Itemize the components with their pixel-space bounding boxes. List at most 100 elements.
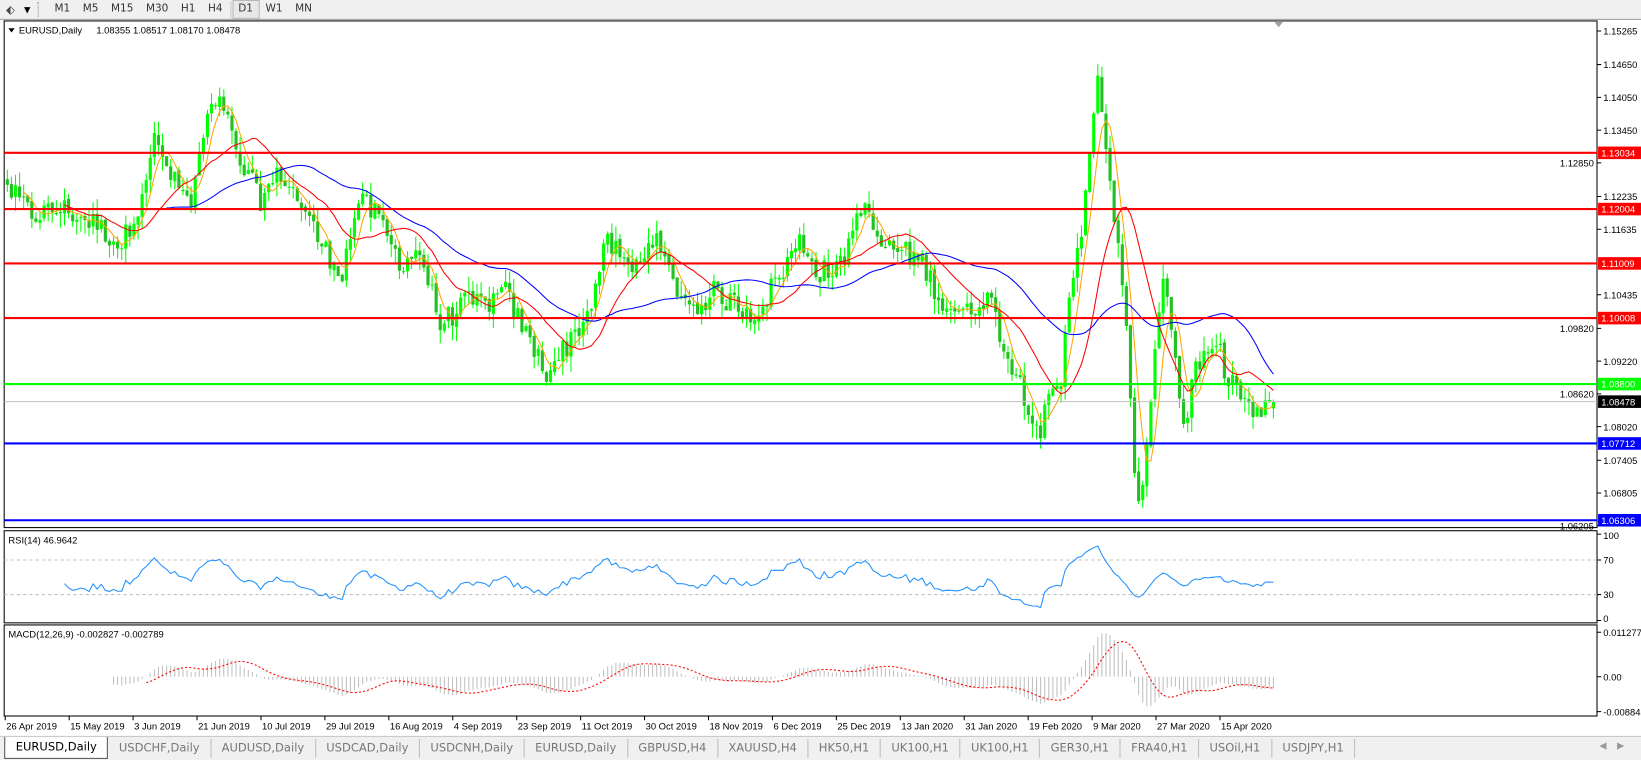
chart-tab[interactable]: USDCNH,Daily bbox=[420, 739, 525, 758]
chart-tab[interactable]: EURUSD,Daily bbox=[525, 739, 628, 758]
rsi-pane[interactable] bbox=[3, 530, 1598, 624]
candle-body bbox=[1267, 400, 1271, 402]
candle-body bbox=[111, 241, 116, 245]
chart-tab[interactable]: GBPUSD,H4 bbox=[628, 739, 718, 758]
chart-tab[interactable]: USDCHF,Daily bbox=[108, 739, 212, 758]
chart-tab[interactable]: XAUUSD,H4 bbox=[718, 739, 809, 758]
toolbar-separator bbox=[229, 1, 231, 18]
ma-slow-line bbox=[166, 164, 1274, 375]
chart-tab[interactable]: GER30,H1 bbox=[1040, 739, 1121, 758]
candle-body bbox=[879, 235, 883, 247]
candle-body bbox=[418, 250, 422, 256]
price-tick-label: 1.12850 bbox=[1560, 158, 1594, 169]
candle-body bbox=[691, 304, 696, 306]
price-tick-label: 1.06805 bbox=[1603, 488, 1637, 499]
candle-body bbox=[830, 275, 834, 277]
timeframe-m15-button[interactable]: M15 bbox=[111, 3, 134, 15]
date-tick-label: 11 Oct 2019 bbox=[582, 721, 633, 732]
candle-body bbox=[867, 203, 871, 212]
macd-pane[interactable] bbox=[3, 624, 1598, 717]
candle-body bbox=[859, 213, 863, 216]
candle-body bbox=[606, 233, 610, 245]
level-price-badge bbox=[1598, 202, 1641, 216]
chevron-down-icon[interactable]: ▼ bbox=[24, 4, 31, 15]
candle-body bbox=[1047, 393, 1051, 405]
candle-body bbox=[822, 260, 826, 282]
level-price-badge bbox=[1598, 513, 1641, 527]
candle-body bbox=[630, 261, 634, 273]
candle-body bbox=[557, 360, 561, 362]
candle-body bbox=[422, 254, 426, 268]
candle-body bbox=[193, 177, 197, 208]
timeframe-m1-button[interactable]: M1 bbox=[54, 3, 71, 15]
price-tick-label: 1.08620 bbox=[1560, 389, 1594, 400]
chart-tab[interactable]: UK100,H1 bbox=[881, 739, 961, 758]
candle-body bbox=[132, 223, 136, 237]
candle-body bbox=[62, 200, 67, 214]
chart-shift-marker-icon[interactable] bbox=[1274, 21, 1283, 28]
ma-fast-line bbox=[23, 105, 1274, 462]
candle-body bbox=[924, 254, 928, 281]
date-tick-label: 27 Mar 2020 bbox=[1157, 721, 1210, 732]
timeframe-h4-button[interactable]: H4 bbox=[207, 3, 223, 15]
candle-body bbox=[916, 253, 920, 261]
candle-body bbox=[1222, 342, 1226, 379]
candle-body bbox=[798, 234, 802, 251]
candle-body bbox=[38, 219, 42, 223]
candle-body bbox=[634, 259, 638, 273]
candle-body bbox=[789, 251, 794, 259]
candle-body bbox=[348, 239, 352, 250]
candle-body bbox=[773, 277, 777, 279]
price-tick-label: 1.13450 bbox=[1603, 125, 1637, 136]
timeframe-w1-button[interactable]: W1 bbox=[265, 3, 283, 15]
candle-body bbox=[116, 241, 120, 249]
candle-body bbox=[209, 103, 214, 114]
candle-body bbox=[969, 302, 973, 315]
candle-body bbox=[361, 193, 365, 205]
timeframe-d1-button[interactable]: D1 bbox=[231, 0, 260, 19]
candle-body bbox=[532, 335, 536, 357]
date-tick-label: 29 Jul 2019 bbox=[326, 721, 375, 732]
chart-tab[interactable]: AUDUSD,Daily bbox=[211, 739, 316, 758]
candle-body bbox=[446, 306, 450, 322]
price-tick-label: 1.14050 bbox=[1603, 92, 1637, 103]
timeframe-m5-button[interactable]: M5 bbox=[82, 3, 99, 15]
candle-body bbox=[695, 302, 700, 315]
candle-body bbox=[794, 248, 798, 253]
chart-canvas[interactable]: EURUSD,Daily 1.08355 1.08517 1.08170 1.08… bbox=[0, 0, 1641, 736]
candle-body bbox=[410, 256, 414, 259]
chart-tab[interactable]: FRA40,H1 bbox=[1121, 739, 1199, 758]
candle-body bbox=[340, 274, 344, 282]
chart-tab[interactable]: EURUSD,Daily bbox=[4, 736, 109, 759]
candle-body bbox=[344, 248, 348, 281]
macd-tick-label: -0.008845 bbox=[1603, 706, 1641, 717]
timeframe-mn-button[interactable]: MN bbox=[295, 3, 312, 15]
collapse-triangle-icon[interactable] bbox=[8, 28, 15, 33]
candle-body bbox=[1259, 407, 1263, 417]
candle-body bbox=[1002, 343, 1006, 352]
candle-body bbox=[365, 194, 369, 196]
candle-body bbox=[1018, 375, 1022, 378]
tab-scroll-arrows-icon[interactable]: ◀▶ bbox=[1599, 741, 1635, 752]
chart-tab[interactable]: USOil,H1 bbox=[1199, 739, 1272, 758]
candle-body bbox=[1010, 359, 1014, 375]
toolbar-grip[interactable] bbox=[37, 2, 42, 17]
candle-body bbox=[250, 169, 254, 173]
chart-tab[interactable]: USDCAD,Daily bbox=[316, 739, 420, 758]
line-tools-icon[interactable]: ⬖ bbox=[6, 2, 15, 17]
candle-body bbox=[201, 137, 205, 155]
candle-body bbox=[904, 242, 908, 248]
date-tick-label: 19 Feb 2020 bbox=[1029, 721, 1082, 732]
timeframe-h1-button[interactable]: H1 bbox=[180, 3, 196, 15]
price-tick-label: 1.15265 bbox=[1603, 26, 1637, 37]
chart-tab[interactable]: HK50,H1 bbox=[808, 739, 881, 758]
candle-body bbox=[892, 240, 896, 250]
chart-tab[interactable]: UK100,H1 bbox=[960, 739, 1041, 758]
candle-body bbox=[226, 111, 230, 115]
timeframe-m30-button[interactable]: M30 bbox=[145, 3, 169, 15]
chart-tab[interactable]: USDJPY,H1 bbox=[1272, 739, 1356, 758]
candle-body bbox=[58, 212, 62, 214]
candle-body bbox=[258, 184, 263, 212]
price-pane[interactable] bbox=[3, 20, 1598, 529]
candle-body bbox=[234, 130, 238, 150]
